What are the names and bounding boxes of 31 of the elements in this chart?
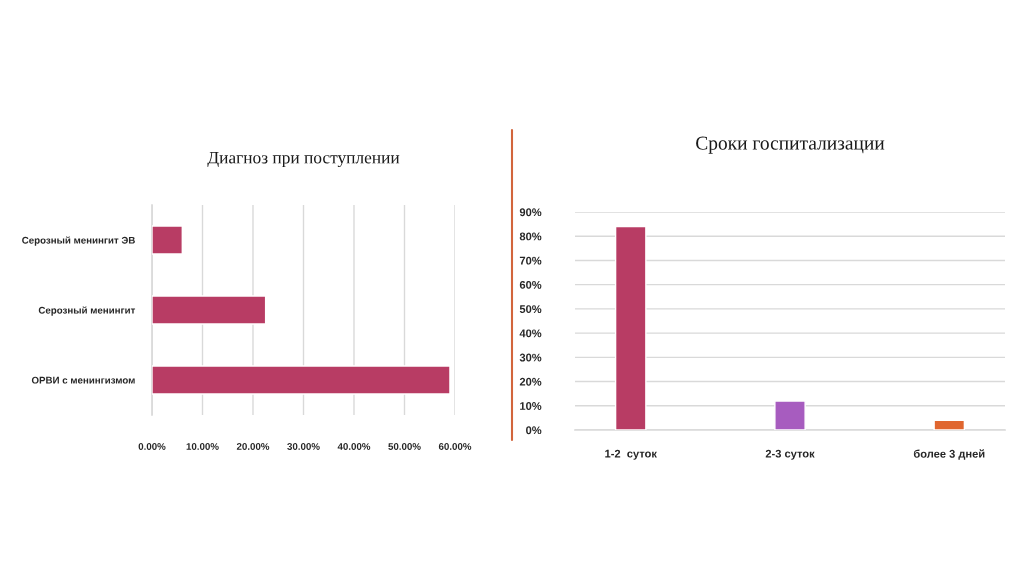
x-tick-label: более 3 дней	[913, 449, 985, 460]
y-tick-label: 30%	[519, 353, 542, 362]
x-tick-label: 0.00%	[138, 443, 166, 450]
y-tick-label: Серозный менингит ЭВ	[22, 236, 135, 246]
chart-title: Диагноз при поступлении	[207, 151, 400, 168]
x-tick-label: 2-3 суток	[765, 449, 815, 460]
y-tick-label: 60%	[519, 280, 542, 289]
y-tick-label: 50%	[519, 305, 542, 314]
y-tick-label: Серозный менингит	[38, 306, 136, 316]
y-tick-label: 70%	[519, 256, 542, 265]
bar	[614, 225, 647, 430]
x-tick-label: 40.00%	[337, 443, 371, 450]
x-tick-label: 50.00%	[388, 443, 421, 450]
bar	[933, 419, 966, 430]
y-tick-label: ОРВИ с менингизмом	[31, 376, 135, 384]
chart-title: Сроки госпитализации	[696, 136, 885, 154]
y-tick-label: 90%	[519, 208, 542, 217]
y-tick-label: 20%	[519, 377, 542, 386]
x-tick-label: 20.00%	[236, 443, 270, 450]
bar	[152, 225, 183, 255]
y-tick-label: 0%	[526, 426, 542, 435]
y-tick-label: 40%	[519, 329, 542, 338]
x-tick-label: 10.00%	[186, 443, 219, 450]
y-tick-label: 10%	[520, 402, 542, 410]
x-tick-label: 30.00%	[287, 443, 320, 450]
bar	[152, 365, 451, 395]
y-tick-label: 80%	[519, 232, 542, 241]
bar	[152, 295, 267, 325]
bar	[774, 400, 806, 430]
x-tick-label: 60.00%	[438, 443, 472, 450]
x-tick-label: 1-2 суток	[605, 449, 657, 460]
